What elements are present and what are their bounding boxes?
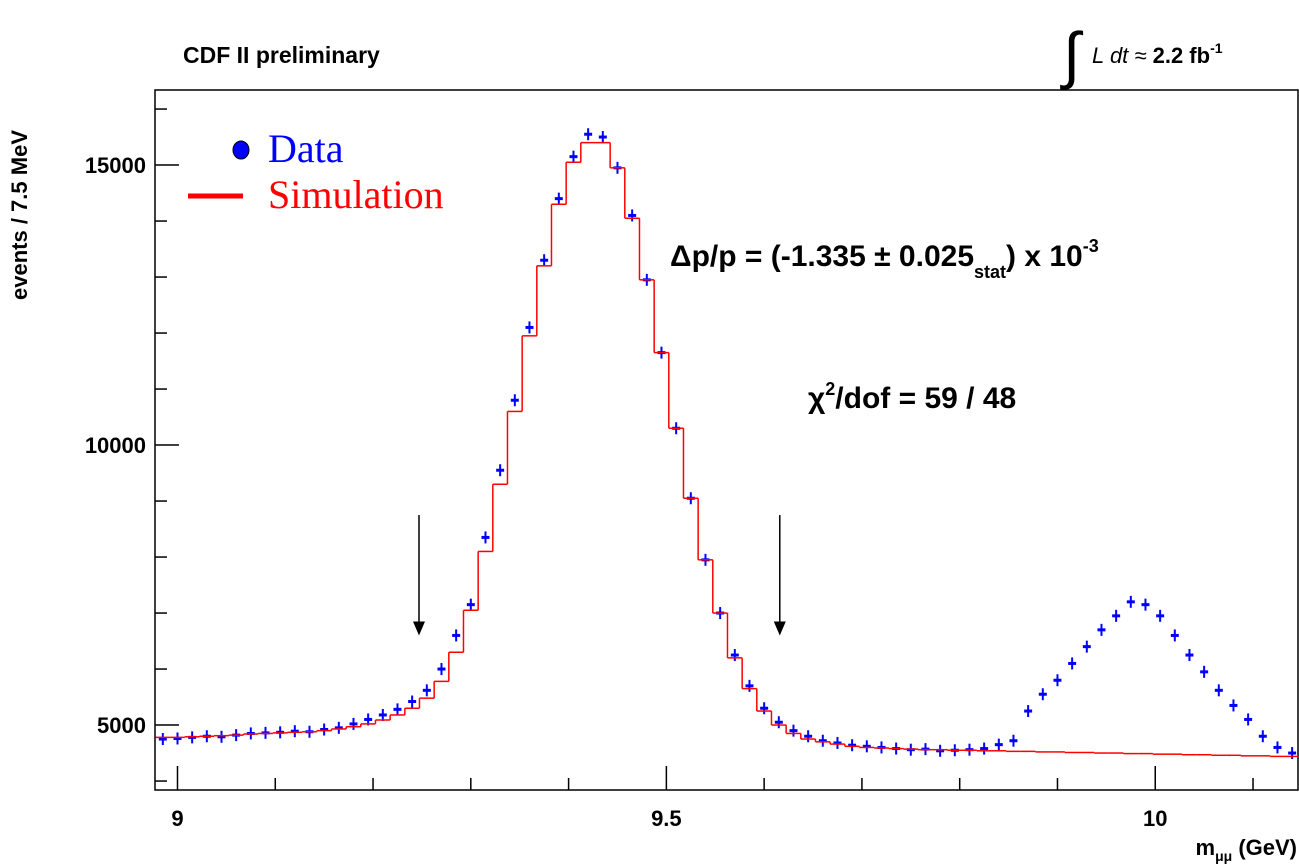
- data-point: [540, 254, 549, 267]
- data-point: [994, 738, 1003, 751]
- legend-marker: [232, 140, 250, 160]
- data-point: [628, 209, 637, 222]
- data-point: [393, 703, 402, 716]
- x-axis-title-suffix: (GeV): [1232, 835, 1297, 860]
- data-point: [1068, 657, 1077, 670]
- data-point: [760, 702, 769, 715]
- data-point: [422, 684, 431, 697]
- data-point: [1082, 640, 1091, 653]
- data-point: [525, 321, 534, 334]
- data-point: [1156, 609, 1165, 622]
- data-point: [980, 742, 989, 755]
- fit-result: Δp/p = (-1.335 ± 0.025stat) x 10-3: [670, 236, 1099, 282]
- chi2: χ2/dof = 59 / 48: [808, 379, 1016, 415]
- data-point: [818, 734, 827, 747]
- data-point: [730, 649, 739, 662]
- data-point: [496, 464, 505, 477]
- data-point: [862, 740, 871, 753]
- data-point: [1038, 688, 1047, 701]
- integral-sign: ∫: [1060, 21, 1084, 90]
- data-point: [481, 531, 490, 544]
- y-axis-title: events / 7.5 MeV: [7, 130, 32, 300]
- data-point: [1170, 629, 1179, 642]
- legend-label: Simulation: [268, 172, 444, 217]
- data-point: [1273, 741, 1282, 754]
- data-point: [1200, 665, 1209, 678]
- fit-result-subscript: stat: [974, 262, 1006, 282]
- x-axis-title-subscript: μμ: [1215, 848, 1232, 864]
- luminosity-value: 2.2 fb: [1153, 43, 1210, 68]
- luminosity: L dt ≈ 2.2 fb-1: [1092, 40, 1223, 68]
- data-point: [1053, 674, 1062, 687]
- fit-result-exponent: -3: [1083, 236, 1099, 256]
- data-point: [598, 131, 607, 144]
- luminosity-exponent: -1: [1210, 40, 1223, 56]
- fit-result-suffix: ) x 10: [1006, 240, 1083, 273]
- data-point: [1214, 684, 1223, 697]
- y-tick-label: 15000: [85, 153, 146, 178]
- data-point: [173, 732, 182, 745]
- data-point: [936, 744, 945, 757]
- chi2-exponent: 2: [825, 379, 835, 399]
- data-point: [833, 736, 842, 749]
- data-point: [554, 192, 563, 205]
- data-point: [569, 150, 578, 163]
- chi2-symbol: χ: [808, 382, 826, 415]
- data-point: [1244, 713, 1253, 726]
- data-point: [745, 679, 754, 692]
- data-point: [789, 724, 798, 737]
- data-point: [1097, 623, 1106, 636]
- data-point: [1141, 598, 1150, 611]
- fit-result-prefix: Δp/p = (-1.335 ± 0.025: [670, 240, 974, 273]
- luminosity-text: L dt ≈: [1092, 43, 1146, 68]
- data-point: [378, 708, 387, 721]
- data-point: [1024, 705, 1033, 718]
- chi2-text: /dof = 59 / 48: [835, 382, 1016, 415]
- x-tick-label: 9.5: [651, 806, 682, 831]
- legend-label: Data: [268, 126, 344, 171]
- data-point: [1112, 609, 1121, 622]
- data-point: [584, 128, 593, 141]
- arrow-head: [773, 621, 786, 636]
- data-point: [334, 721, 343, 734]
- data-point: [848, 739, 857, 752]
- data-point: [466, 598, 475, 611]
- data-point: [452, 629, 461, 642]
- x-tick-label: 10: [1143, 806, 1167, 831]
- plot-frame: [154, 89, 1299, 791]
- x-axis-title-text: m: [1196, 835, 1216, 860]
- data-point: [1185, 649, 1194, 662]
- y-tick-label: 10000: [85, 433, 146, 458]
- data-point: [320, 723, 329, 736]
- plot-area: [155, 128, 1298, 760]
- data-point: [510, 394, 519, 407]
- data-point: [804, 730, 813, 743]
- arrow-head: [412, 621, 425, 636]
- data-point: [158, 733, 167, 746]
- data-point: [1258, 730, 1267, 743]
- data-point: [290, 725, 299, 738]
- arrow: [773, 515, 786, 636]
- arrow: [412, 515, 425, 636]
- data-point: [437, 663, 446, 676]
- data-point: [774, 716, 783, 729]
- data-point: [1126, 595, 1135, 608]
- data-point: [217, 730, 226, 743]
- data-point: [349, 717, 358, 730]
- data-point: [1229, 699, 1238, 712]
- x-axis-title: mμμ (GeV): [1196, 835, 1298, 864]
- x-tick-label: 9: [171, 806, 183, 831]
- data-point: [1288, 747, 1297, 760]
- chart-title: CDF II preliminary: [183, 42, 380, 68]
- data-point: [1009, 734, 1018, 747]
- y-tick-label: 5000: [97, 713, 146, 738]
- data-point: [408, 695, 417, 708]
